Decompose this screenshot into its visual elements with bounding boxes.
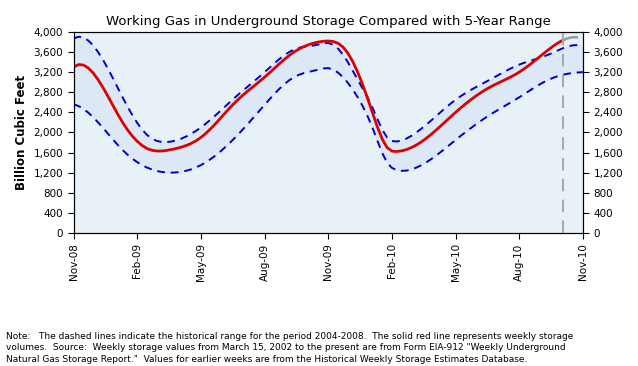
Title: Working Gas in Underground Storage Compared with 5-Year Range: Working Gas in Underground Storage Compa… bbox=[106, 15, 551, 28]
Y-axis label: Billion Cubic Feet: Billion Cubic Feet bbox=[15, 75, 28, 190]
Text: Note:   The dashed lines indicate the historical range for the period 2004-2008.: Note: The dashed lines indicate the hist… bbox=[6, 332, 574, 364]
